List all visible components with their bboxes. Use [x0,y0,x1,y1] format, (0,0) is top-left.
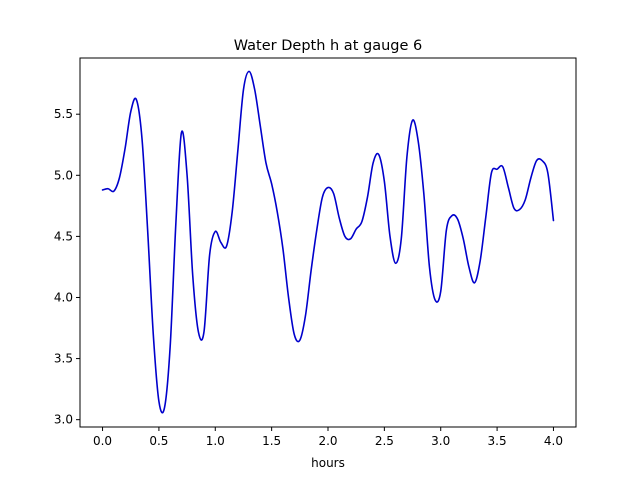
y-axis: 3.0 3.5 4.0 4.5 5.0 5.5 [54,107,80,427]
y-tick-label: 4.0 [54,290,73,304]
x-tick-label: 2.0 [318,434,337,448]
y-tick-label: 5.0 [54,168,73,182]
chart-title: Water Depth h at gauge 6 [234,38,422,54]
series-line-water-depth [101,70,555,414]
y-tick-label: 5.5 [54,107,73,121]
plot-area [101,70,555,414]
x-tick-label: 0.0 [93,434,112,448]
x-tick-label: 2.5 [375,434,394,448]
y-tick-label: 4.5 [54,229,73,243]
x-tick-label: 4.0 [544,434,563,448]
y-tick-label: 3.0 [54,413,73,427]
x-tick-label: 3.5 [488,434,507,448]
x-axis: 0.0 0.5 1.0 1.5 2.0 2.5 3.0 3.5 4.0 [93,427,563,448]
x-tick-label: 3.0 [431,434,450,448]
x-tick-label: 1.5 [262,434,281,448]
x-axis-label: hours [311,456,345,470]
y-tick-label: 3.5 [54,352,73,366]
x-tick-label: 1.0 [206,434,225,448]
x-tick-label: 0.5 [149,434,168,448]
